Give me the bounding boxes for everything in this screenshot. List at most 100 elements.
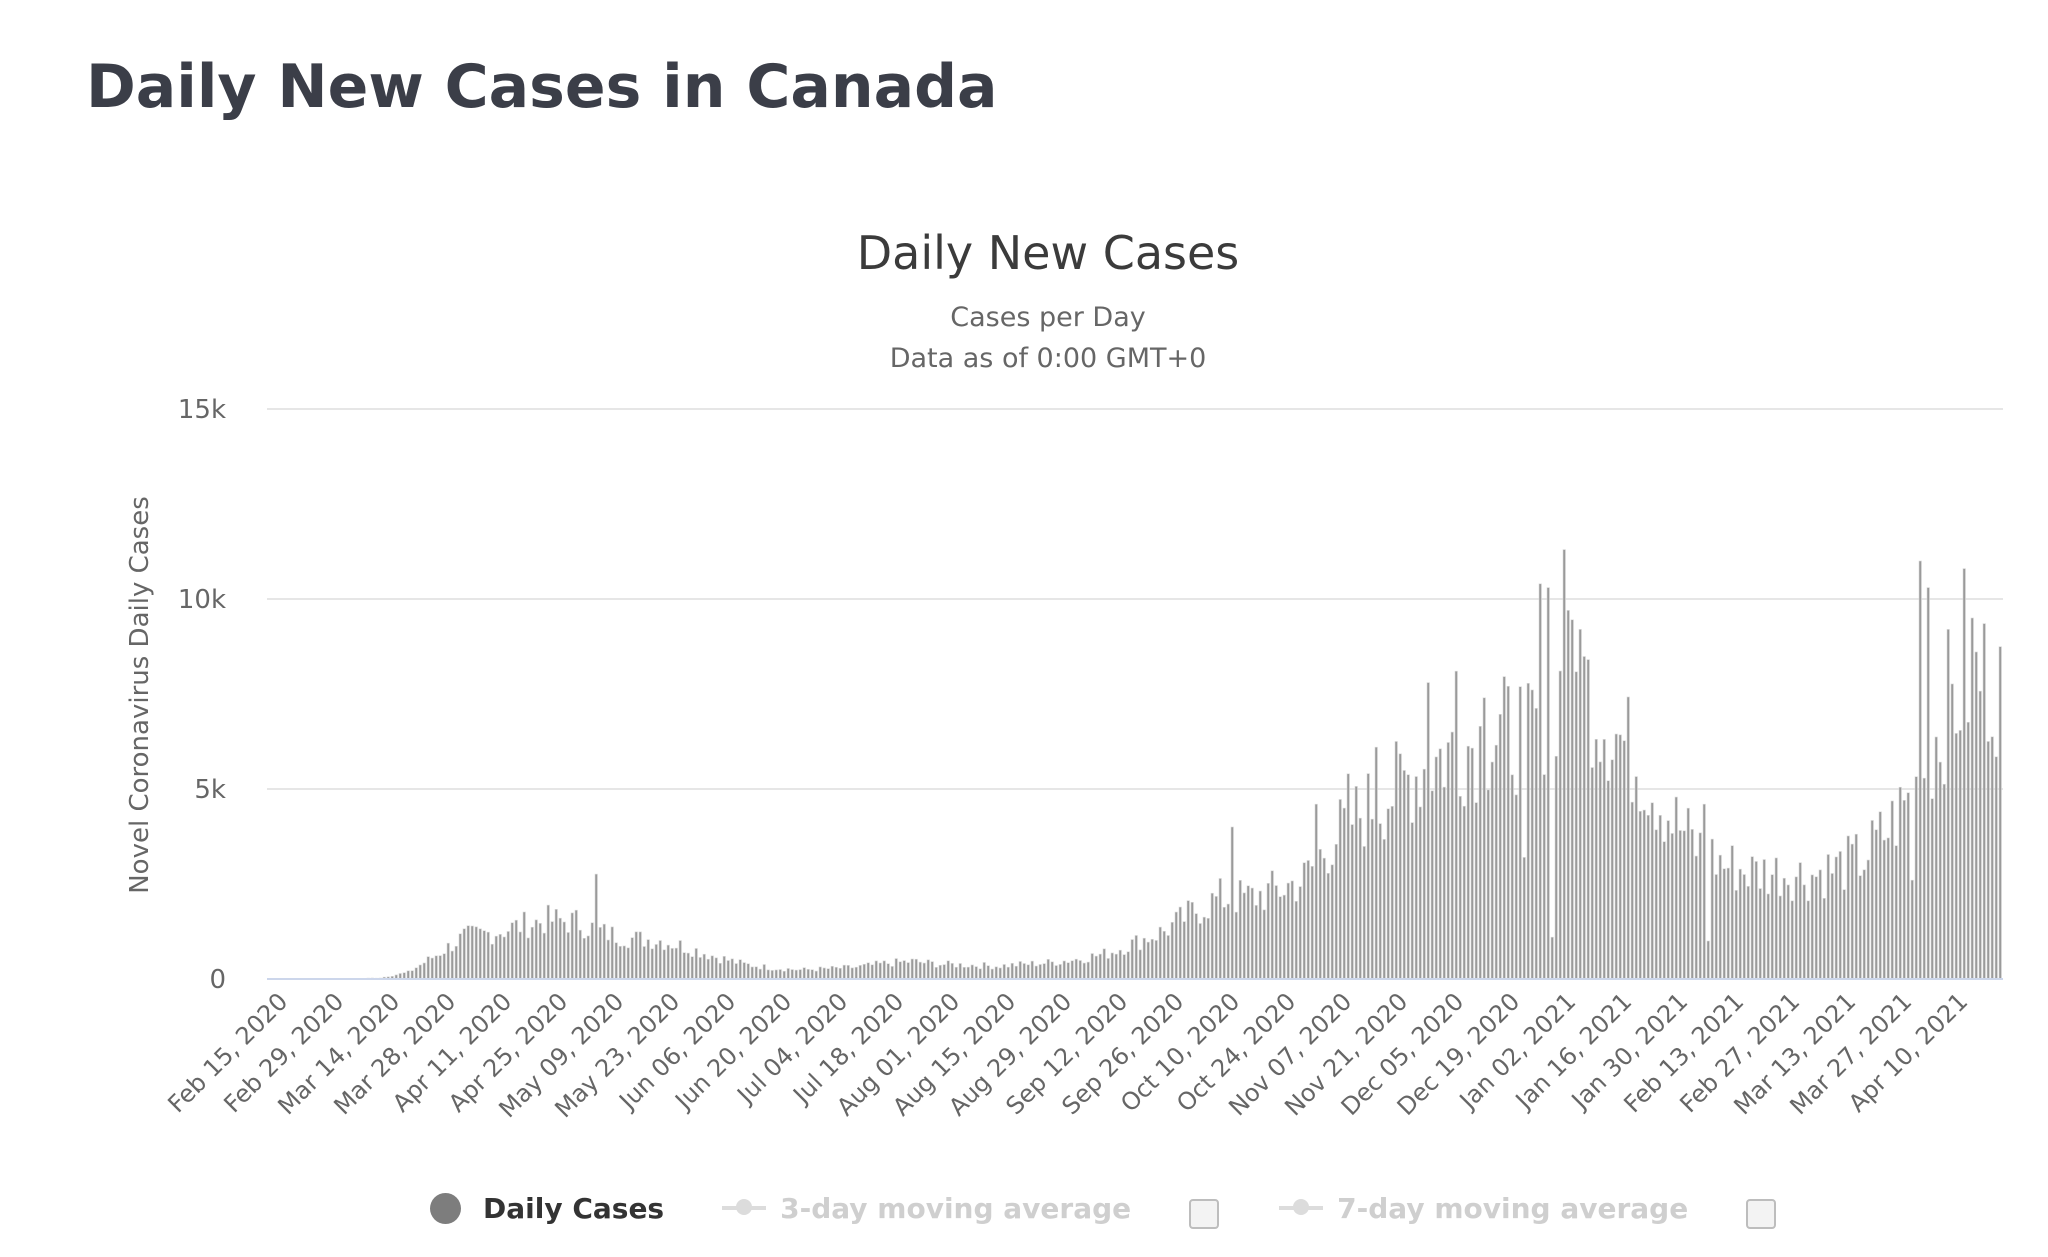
3-day-average-checkbox[interactable] (1189, 1199, 1220, 1229)
daily-cases-bar (1702, 803, 1706, 980)
daily-cases-bar (930, 961, 934, 980)
daily-cases-bar (490, 943, 494, 980)
daily-cases-bar (1026, 964, 1030, 980)
daily-cases-bar (1198, 923, 1202, 980)
daily-cases-bar (1918, 560, 1922, 980)
daily-cases-bar (722, 956, 726, 980)
daily-cases-bar (1238, 880, 1242, 980)
daily-cases-bar (1582, 656, 1586, 980)
daily-cases-bar (622, 945, 626, 980)
daily-cases-bar (1618, 734, 1622, 980)
daily-cases-bar (1658, 815, 1662, 980)
daily-cases-bar (1034, 965, 1038, 980)
y-axis-title: Novel Coronavirus Daily Cases (125, 496, 155, 894)
daily-cases-bar (1482, 697, 1486, 980)
daily-cases-bar (562, 921, 566, 980)
daily-cases-bar (1166, 935, 1170, 980)
line-marker-icon (722, 1199, 767, 1215)
daily-cases-bar (818, 966, 822, 980)
daily-cases-bar (1854, 833, 1858, 980)
daily-cases-bar (614, 942, 618, 980)
daily-cases-bar (646, 939, 650, 980)
daily-cases-bar (934, 967, 938, 980)
daily-cases-bar (522, 911, 526, 980)
daily-cases-bar (486, 931, 490, 980)
daily-cases-bar (1594, 738, 1598, 980)
daily-cases-bar (946, 960, 950, 980)
daily-cases-bar (1846, 835, 1850, 980)
daily-cases-bar (962, 966, 966, 980)
daily-cases-bar (1822, 898, 1826, 980)
daily-cases-bar (1770, 874, 1774, 980)
daily-cases-bar (1122, 954, 1126, 980)
legend-item-3-day-average[interactable]: 3-day moving average (722, 1187, 1220, 1229)
legend-item-7-day-average[interactable]: 7-day moving average (1279, 1187, 1777, 1229)
daily-cases-bar (1898, 786, 1902, 980)
daily-cases-bar (1130, 939, 1134, 980)
daily-cases-bar (454, 945, 458, 980)
daily-cases-bar (1490, 761, 1494, 980)
daily-cases-bar (806, 969, 810, 980)
daily-cases-bar (1502, 676, 1506, 980)
daily-cases-bar (1814, 876, 1818, 980)
daily-cases-bar (590, 922, 594, 980)
daily-cases-bar (1086, 961, 1090, 980)
daily-cases-bar (1218, 878, 1222, 980)
daily-cases-bar (750, 966, 754, 980)
daily-cases-bar (1562, 549, 1566, 980)
daily-cases-bar (1446, 742, 1450, 980)
daily-cases-bar (510, 922, 514, 980)
daily-cases-bar (1718, 854, 1722, 980)
daily-cases-bar (1118, 949, 1122, 980)
daily-cases-bar (834, 966, 838, 980)
daily-cases-bar (738, 959, 742, 980)
daily-cases-bar (1174, 911, 1178, 980)
daily-cases-bar (966, 966, 970, 980)
y-tick-labels: 0 5k 10k 15k (178, 395, 226, 995)
daily-cases-bar (1438, 748, 1442, 980)
daily-cases-bar (1674, 796, 1678, 980)
daily-cases-bar (1498, 714, 1502, 980)
daily-cases-bar (1254, 905, 1258, 980)
legend-item-daily-cases[interactable]: Daily Cases (430, 1192, 664, 1225)
daily-cases-bar (426, 956, 430, 980)
daily-cases-bar (990, 968, 994, 980)
7-day-average-checkbox[interactable] (1746, 1199, 1777, 1229)
daily-cases-bar (1734, 890, 1738, 980)
daily-cases-bar (662, 949, 666, 980)
daily-cases-bar (566, 932, 570, 980)
daily-cases-bar (430, 957, 434, 980)
daily-cases-bar (1890, 800, 1894, 980)
daily-cases-bar (1654, 829, 1658, 980)
daily-cases-bar (822, 967, 826, 980)
daily-cases-bar (850, 967, 854, 980)
daily-cases-bar (1294, 901, 1298, 980)
daily-cases-bar (766, 969, 770, 980)
daily-cases-bar (674, 947, 678, 980)
daily-cases-bar (406, 970, 410, 980)
daily-cases-bar (1858, 875, 1862, 980)
daily-cases-bar (1614, 733, 1618, 980)
daily-cases-bar (1150, 938, 1154, 980)
daily-cases-bar (1826, 854, 1830, 980)
daily-cases-bar (1142, 937, 1146, 980)
daily-cases-bar (1954, 733, 1958, 980)
daily-cases-bar (714, 957, 718, 980)
daily-cases-bar (958, 963, 962, 980)
daily-cases-bar (1134, 935, 1138, 980)
daily-cases-bar (1570, 619, 1574, 980)
daily-cases-bar (1710, 838, 1714, 980)
daily-cases-bar (1750, 856, 1754, 980)
daily-cases-bar (1154, 940, 1158, 980)
daily-cases-bar (1806, 900, 1810, 980)
daily-cases-bar (1470, 747, 1474, 980)
daily-cases-bar (746, 963, 750, 980)
daily-cases-bar (1402, 770, 1406, 980)
daily-cases-bar (1634, 776, 1638, 980)
daily-cases-bar (418, 964, 422, 980)
daily-cases-bar (682, 952, 686, 980)
daily-cases-bar (1070, 960, 1074, 980)
y-tick-label: 5k (194, 775, 226, 805)
daily-cases-bar (482, 930, 486, 980)
daily-cases-bar (610, 926, 614, 980)
